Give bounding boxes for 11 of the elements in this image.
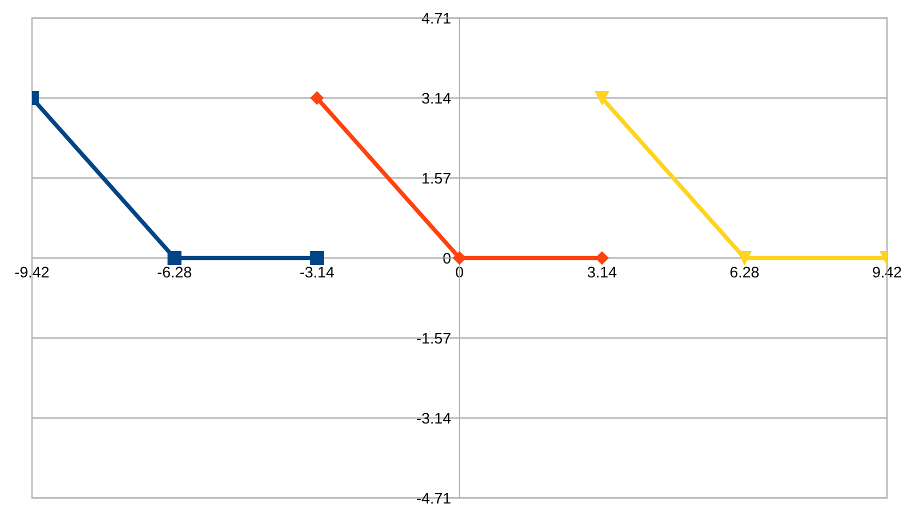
x-tick-label: -3.14 xyxy=(300,266,334,278)
y-tick-label: 3.14 xyxy=(422,92,451,104)
y-tick-label: -4.71 xyxy=(417,493,450,504)
x-tick-label: 9.42 xyxy=(872,266,902,278)
x-tick-label: -6.28 xyxy=(158,266,192,278)
y-tick-label: -1.57 xyxy=(417,333,450,344)
y-tick-label: 1.57 xyxy=(422,173,450,184)
y-tick-label: -3.14 xyxy=(417,412,451,424)
x-tick-label: 3.14 xyxy=(588,266,616,278)
x-tick-label: 6.28 xyxy=(730,266,759,278)
x-tick-label: -9.42 xyxy=(15,266,49,278)
